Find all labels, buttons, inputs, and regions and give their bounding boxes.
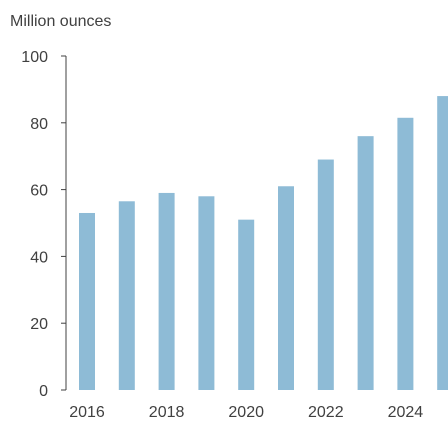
x-tick-label: 2022 bbox=[308, 404, 344, 421]
y-tick-label: 20 bbox=[30, 316, 48, 333]
y-tick-label: 100 bbox=[21, 49, 48, 66]
bar-2017 bbox=[118, 201, 135, 390]
bar-2019 bbox=[198, 196, 215, 390]
x-tick-label: 2024 bbox=[388, 404, 424, 421]
bar-2018 bbox=[158, 192, 175, 390]
bar-2024 bbox=[397, 117, 414, 390]
bar-2021 bbox=[278, 186, 294, 390]
y-tick-label: 0 bbox=[39, 383, 48, 400]
bar-2020 bbox=[238, 219, 255, 390]
y-tick-label: 60 bbox=[30, 183, 48, 200]
bars bbox=[79, 96, 448, 390]
bar-2016 bbox=[79, 212, 95, 390]
bar-2023 bbox=[357, 136, 374, 390]
y-tick-label: 40 bbox=[30, 249, 48, 266]
y-axis-ticks: 0 20 40 60 80 100 bbox=[21, 49, 66, 400]
x-tick-label: 2020 bbox=[228, 404, 264, 421]
bar-2025 bbox=[437, 96, 448, 390]
y-axis-label: Million ounces bbox=[10, 13, 111, 30]
y-tick-label: 80 bbox=[30, 116, 48, 133]
x-tick-label: 2018 bbox=[149, 404, 185, 421]
bar-2022 bbox=[317, 159, 334, 390]
x-axis-ticks: 2016 2018 2020 2022 2024 bbox=[69, 404, 423, 421]
x-tick-label: 2016 bbox=[69, 404, 105, 421]
